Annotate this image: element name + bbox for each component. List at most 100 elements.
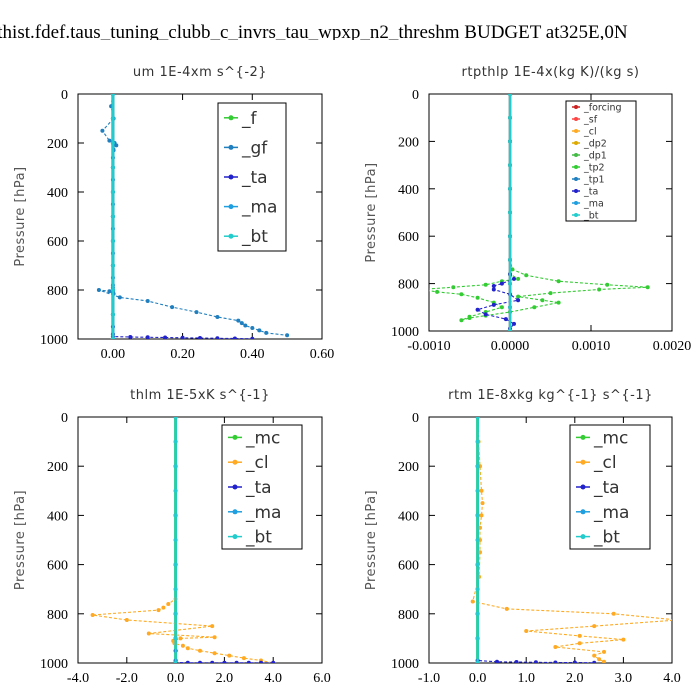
legend-label: _cl — [583, 127, 597, 138]
legend-label: _ma — [245, 503, 281, 523]
legend-marker — [232, 484, 238, 490]
legend-label: _ma — [583, 199, 604, 210]
x-tick-label: -1.0 — [418, 671, 440, 686]
data-point — [145, 299, 150, 303]
x-tick-label: -2.0 — [116, 671, 138, 686]
legend-marker — [574, 117, 578, 121]
data-point — [548, 291, 553, 296]
data-point — [212, 635, 217, 640]
data-point — [198, 648, 202, 653]
data-point — [173, 587, 178, 592]
data-point — [110, 288, 115, 292]
x-tick-label: 2.0 — [216, 671, 234, 686]
data-point — [185, 646, 190, 651]
legend-label: _bt — [241, 227, 268, 247]
data-point — [508, 210, 512, 215]
legend-label: _bt — [593, 528, 620, 548]
data-point — [504, 606, 509, 611]
data-point — [100, 128, 105, 133]
data-point — [475, 439, 480, 444]
legend-label: _tp1 — [583, 175, 605, 186]
plot-title: rtm 1E-8xkg kg^{-1} s^{-1} — [448, 388, 653, 403]
data-point — [572, 660, 577, 663]
y-axis-label: Pressure [hPa] — [364, 490, 379, 590]
data-point — [483, 282, 488, 287]
legend-label: _gf — [241, 138, 268, 158]
data-point — [419, 288, 423, 292]
legend-label: _forcing — [583, 103, 622, 114]
data-point — [491, 284, 496, 288]
legend-label: _bt — [245, 528, 272, 548]
x-tick-label: 0.0 — [167, 671, 185, 686]
legend-marker — [574, 213, 578, 217]
data-point — [110, 239, 115, 243]
plot-title: um 1E-4xm s^{-2} — [133, 65, 267, 80]
y-tick-label: 0 — [61, 88, 68, 103]
plot-area — [419, 94, 650, 331]
legend-label: _cl — [245, 453, 269, 473]
x-tick-label: 0.00 — [101, 347, 126, 362]
y-axis-label: Pressure [hPa] — [13, 166, 28, 266]
legend-marker — [232, 509, 238, 515]
data-point — [90, 613, 95, 617]
data-point — [110, 94, 115, 96]
data-point — [241, 656, 246, 661]
data-point — [250, 336, 255, 339]
data-point — [532, 305, 537, 310]
data-point — [533, 660, 538, 663]
data-point — [475, 464, 480, 469]
y-tick-label: 1000 — [391, 325, 419, 340]
data-point — [210, 660, 215, 663]
legend-marker — [574, 201, 578, 205]
plot-frame — [428, 93, 673, 332]
data-point — [145, 335, 150, 339]
data-point — [198, 660, 202, 663]
data-point — [556, 300, 561, 305]
data-point — [236, 318, 241, 323]
x-tick-label: 0.0000 — [491, 339, 530, 354]
data-point — [243, 323, 248, 328]
data-point — [470, 599, 475, 604]
plot-area — [90, 417, 276, 663]
data-point — [621, 637, 626, 642]
data-point — [645, 285, 650, 290]
data-point — [483, 312, 488, 317]
data-point — [161, 605, 166, 610]
x-tick-label: 1.0 — [517, 671, 535, 686]
legend-marker — [574, 141, 578, 145]
legend-label: _dp1 — [583, 151, 607, 162]
y-tick-label: 0 — [412, 88, 419, 103]
data-point — [503, 317, 508, 322]
data-point — [556, 279, 561, 284]
data-point — [516, 294, 521, 299]
x-tick-label: 4.0 — [264, 671, 282, 686]
data-point — [514, 660, 519, 663]
data-point — [180, 335, 185, 339]
x-tick-label: 4.0 — [663, 671, 681, 686]
data-point — [96, 288, 101, 292]
data-point — [156, 608, 161, 613]
data-point — [114, 143, 119, 148]
data-point — [124, 618, 129, 622]
x-tick-label: 0.60 — [310, 347, 335, 362]
legend-label: _mc — [245, 428, 280, 448]
plot-frame — [428, 416, 673, 664]
y-tick-label: 1000 — [391, 657, 419, 672]
data-point — [178, 636, 183, 641]
y-tick-label: 600 — [47, 235, 68, 250]
data-point — [675, 618, 679, 622]
data-point — [577, 641, 582, 646]
y-tick-label: 200 — [398, 135, 419, 150]
data-point — [180, 643, 185, 648]
y-axis-label: Pressure [hPa] — [364, 162, 379, 262]
data-point — [459, 318, 464, 323]
data-point — [110, 263, 115, 268]
data-point — [173, 562, 178, 567]
y-tick-label: 200 — [398, 460, 419, 475]
data-point — [508, 234, 512, 239]
data-point — [163, 335, 168, 339]
data-point — [459, 292, 464, 297]
data-point — [166, 602, 171, 606]
legend-marker — [574, 129, 578, 133]
legend-marker — [574, 165, 578, 169]
